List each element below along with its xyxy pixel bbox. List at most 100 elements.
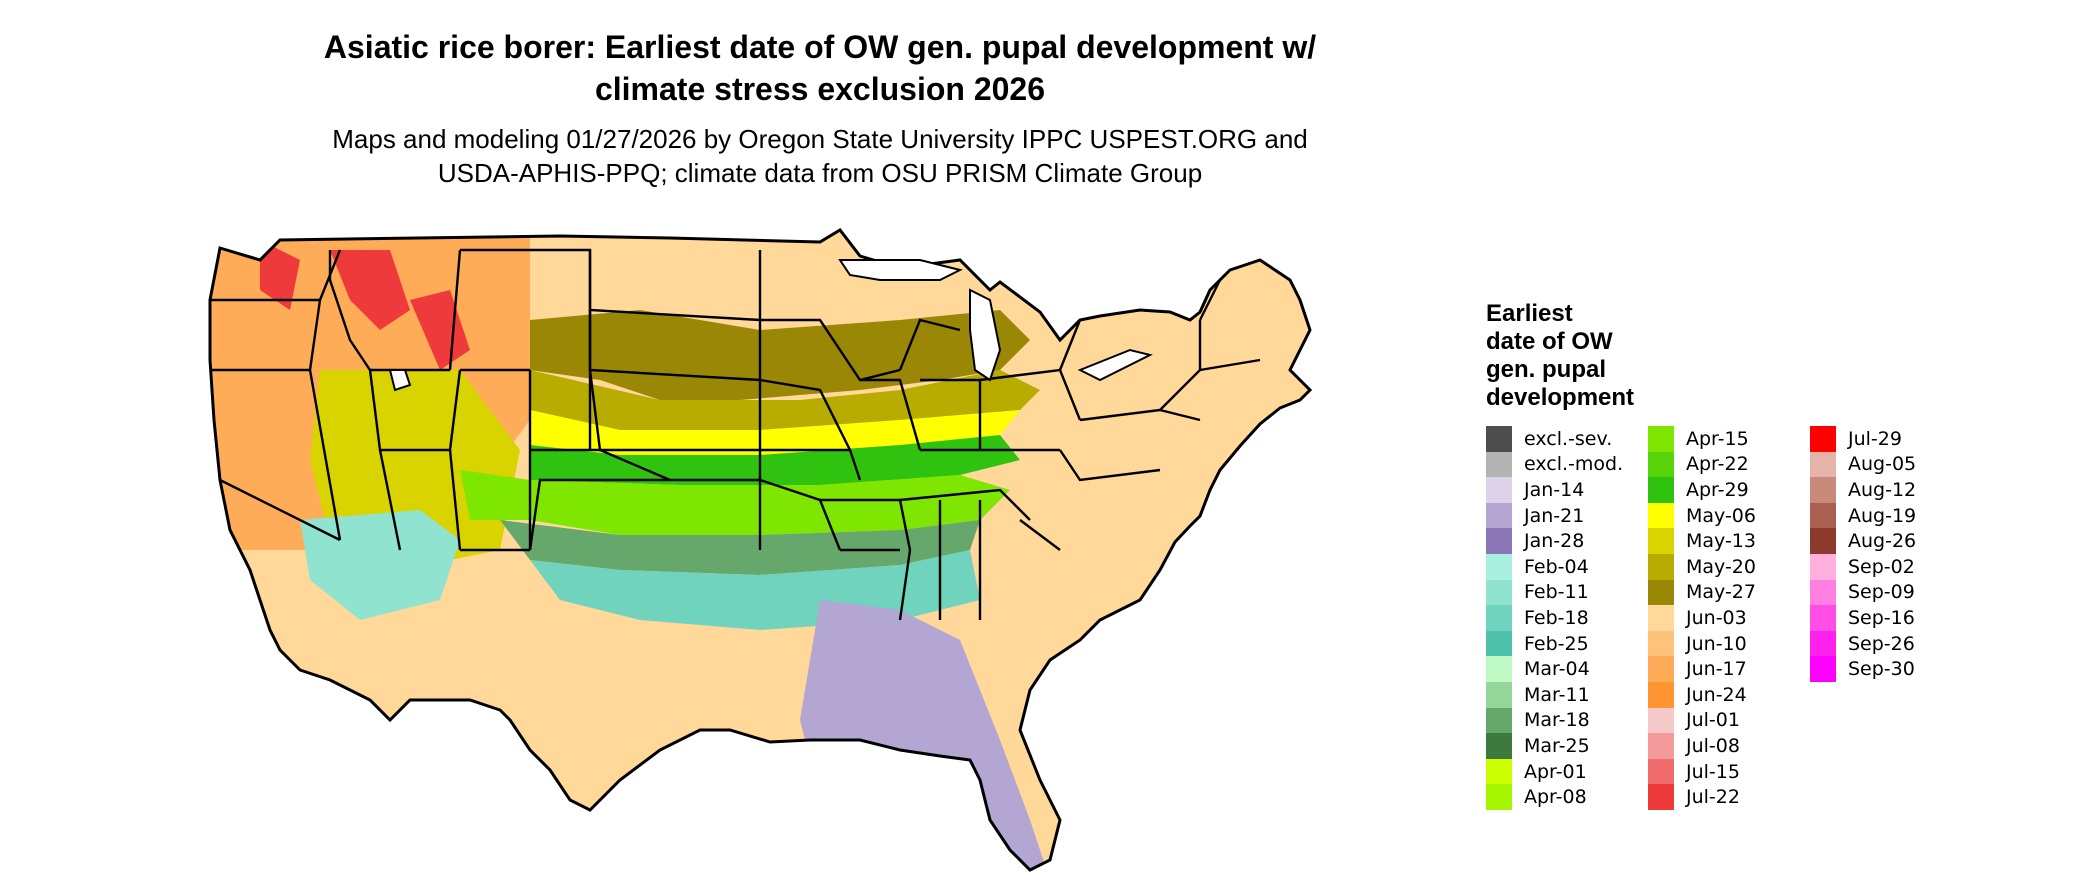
legend-item: Aug-12 (1810, 477, 1972, 503)
legend-swatch (1648, 630, 1674, 657)
legend-item: Sep-16 (1810, 605, 1972, 631)
legend-swatch (1486, 784, 1512, 810)
legend-item: May-06 (1648, 502, 1810, 529)
legend-title-line: gen. pupal (1486, 356, 1606, 383)
legend-item: May-13 (1648, 528, 1810, 554)
region-central-band (530, 410, 1020, 455)
legend-swatch (1486, 451, 1512, 478)
lakes (388, 259, 1153, 392)
legend-swatch (1810, 451, 1836, 478)
legend-swatch (1486, 733, 1512, 759)
legend-item: Jan-14 (1486, 477, 1648, 503)
legend-label: Apr-15 (1686, 427, 1749, 450)
legend-item: Mar-18 (1486, 707, 1648, 734)
legend-label: Aug-12 (1848, 478, 1917, 501)
legend-swatch (1486, 758, 1512, 785)
legend-item: Jul-29 (1810, 426, 1972, 452)
legend-swatch (1648, 733, 1674, 759)
legend-swatch (1648, 758, 1674, 785)
legend-swatch (1486, 477, 1512, 503)
legend-swatch (1486, 707, 1512, 734)
legend-swatch (1486, 656, 1512, 682)
legend-swatch (1486, 502, 1512, 529)
legend-label: excl.-sev. (1524, 427, 1613, 450)
legend-title-line: date of OW (1486, 328, 1613, 355)
legend-label: Mar-18 (1524, 709, 1590, 732)
legend-item: Feb-11 (1486, 579, 1648, 606)
legend-item: May-27 (1648, 579, 1810, 606)
legend-label: May-13 (1686, 530, 1756, 553)
legend-swatch (1810, 426, 1836, 452)
legend-item: Jan-21 (1486, 502, 1648, 529)
legend-swatch (1810, 579, 1836, 606)
legend-swatch (1648, 426, 1674, 452)
legend-item: Jun-03 (1648, 605, 1810, 631)
map-subtitle: Maps and modeling 01/27/2026 by Oregon S… (230, 122, 1410, 190)
region-gulf-inland (500, 520, 980, 575)
legend-title-line: development (1486, 384, 1635, 411)
legend-label: Jun-17 (1686, 658, 1747, 681)
legend-item: Feb-25 (1486, 630, 1648, 657)
legend-label: Jul-22 (1686, 786, 1740, 809)
legend-item: Apr-08 (1486, 784, 1648, 810)
legend-label: Apr-01 (1524, 760, 1587, 783)
legend-label: Feb-04 (1524, 555, 1589, 578)
legend-label: Sep-16 (1848, 606, 1915, 629)
legend-swatch (1486, 681, 1512, 708)
legend-label: Mar-11 (1524, 683, 1590, 706)
legend-item: Jul-01 (1648, 707, 1810, 734)
legend-title-line: Earliest (1486, 300, 1573, 327)
legend-swatch (1648, 681, 1674, 708)
lake-superior (838, 259, 963, 281)
legend-swatch (1810, 656, 1836, 682)
legend-swatch (1648, 553, 1674, 580)
legend-item: Jul-15 (1648, 758, 1810, 785)
legend-label: Jan-21 (1524, 504, 1585, 527)
legend-swatch (1486, 426, 1512, 452)
legend-swatch (1810, 477, 1836, 503)
legend-swatch (1648, 707, 1674, 734)
legend-label: Jul-29 (1848, 427, 1902, 450)
map-title: Asiatic rice borer: Earliest date of OW … (230, 26, 1410, 110)
legend-item: Mar-11 (1486, 681, 1648, 708)
legend-item: Sep-09 (1810, 579, 1972, 606)
legend-label: excl.-mod. (1524, 453, 1624, 476)
legend-column: excl.-sev. excl.-mod. Jan-14 Jan-21 Jan-28 Fe… (1486, 426, 1648, 810)
legend-swatch (1648, 502, 1674, 529)
legend-label: Jun-24 (1686, 683, 1747, 706)
legend-label: Mar-25 (1524, 734, 1590, 757)
great-salt-lake (388, 369, 412, 392)
region-mid-south (530, 370, 1040, 430)
legend-swatch (1648, 656, 1674, 682)
legend-item: Jun-17 (1648, 656, 1810, 682)
legend-label: Sep-30 (1848, 658, 1915, 681)
legend-label: Jun-10 (1686, 632, 1747, 655)
legend-item: Feb-04 (1486, 553, 1648, 580)
legend-label: Feb-11 (1524, 581, 1589, 604)
legend-item: Feb-18 (1486, 605, 1648, 631)
legend-label: Jan-14 (1524, 478, 1585, 501)
legend-label: Sep-09 (1848, 581, 1915, 604)
legend-label: Apr-08 (1524, 786, 1587, 809)
legend-swatch (1486, 553, 1512, 580)
legend-item: excl.-sev. (1486, 426, 1648, 452)
legend-item: Apr-29 (1648, 477, 1810, 503)
legend-swatch (1648, 477, 1674, 503)
legend-item: Sep-30 (1810, 656, 1972, 682)
legend-item: Jul-08 (1648, 733, 1810, 759)
region-south-central (460, 470, 1010, 535)
legend-item: Aug-19 (1810, 502, 1972, 529)
map-subtitle-line-1: Maps and modeling 01/27/2026 by Oregon S… (332, 124, 1308, 154)
legend-swatch (1810, 528, 1836, 554)
region-high-peaks (260, 240, 470, 370)
legend-swatch (1810, 502, 1836, 529)
legend-swatch (1810, 605, 1836, 631)
legend-label: Aug-05 (1848, 453, 1917, 476)
legend-column: Apr-15 Apr-22 Apr-29 May-06 May-13 May-20 May-… (1648, 426, 1810, 810)
legend-label: Jul-15 (1686, 760, 1740, 783)
legend-swatch (1648, 528, 1674, 554)
lake-michigan (969, 288, 1002, 382)
legend-label: Mar-04 (1524, 658, 1590, 681)
legend-label: Sep-26 (1848, 632, 1915, 655)
us-outline (208, 228, 1313, 872)
